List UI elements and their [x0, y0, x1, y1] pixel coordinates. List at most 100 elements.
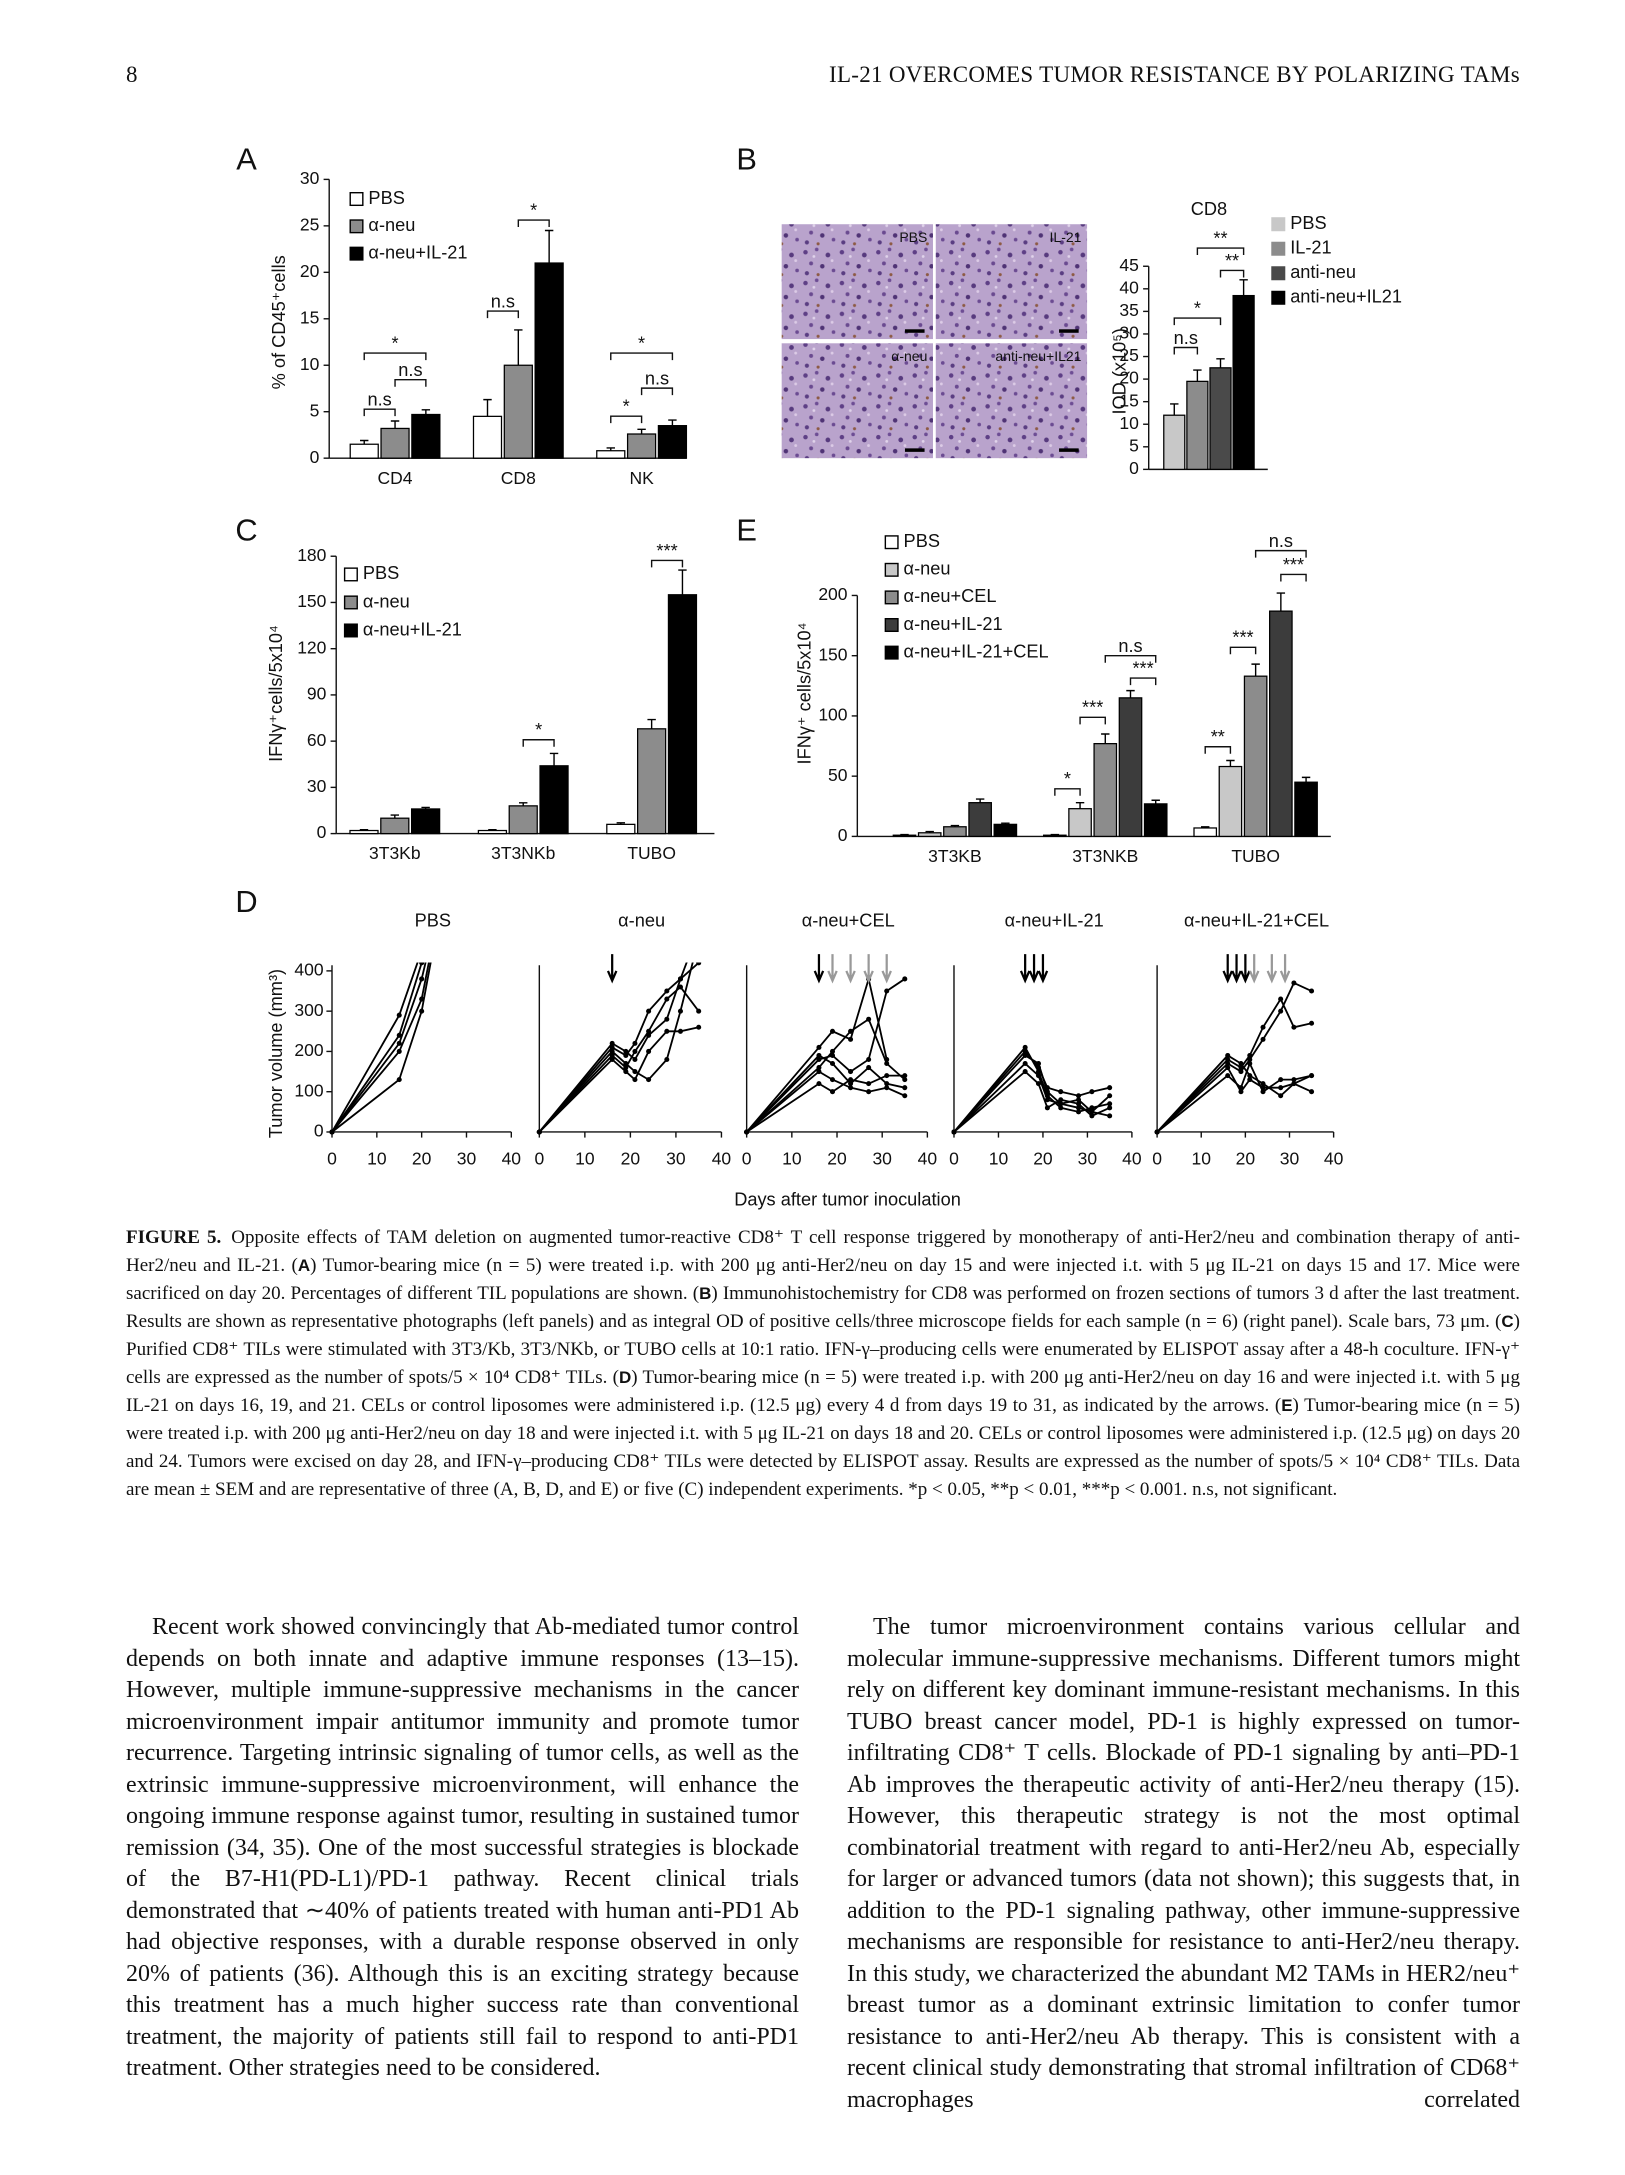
bar — [1209, 367, 1232, 471]
error-bar — [544, 229, 554, 264]
significance-bracket — [517, 219, 550, 228]
y-tick-label: 20 — [300, 261, 320, 281]
y-tick-label: 40 — [1119, 277, 1139, 297]
bar — [1043, 834, 1067, 838]
bar — [380, 817, 410, 835]
y-tick-label: 10 — [300, 354, 320, 374]
error-bar — [359, 829, 369, 831]
caption-label: FIGURE 5. — [126, 1227, 222, 1248]
tumor-growth-line — [538, 962, 688, 1133]
y-tick-label: 5 — [310, 400, 320, 420]
y-tick-label: 25 — [1119, 345, 1138, 365]
legend-label: PBS — [1290, 213, 1326, 233]
legend-label: α-neu+IL-21 — [368, 242, 467, 262]
legend-label: α-neu+CEL — [904, 586, 997, 606]
bar — [1218, 765, 1243, 838]
micrographs — [781, 224, 1088, 459]
bar — [1093, 743, 1118, 838]
y-tick-label: 200 — [818, 584, 847, 604]
micrograph-label: anti-neu+IL21 — [995, 348, 1081, 364]
data-point — [696, 936, 701, 941]
legend-swatch — [349, 192, 364, 207]
x-tick-label: 3T3Kb — [369, 843, 421, 863]
error-bar — [514, 329, 523, 366]
bar — [596, 450, 626, 459]
x-tick-label: 30 — [457, 1149, 477, 1169]
y-tick-label: 45 — [1119, 255, 1138, 275]
treatment-arrow — [1248, 954, 1260, 984]
error-bar — [647, 718, 656, 729]
significance-label: ** — [1225, 251, 1239, 271]
error-bar — [1050, 833, 1060, 836]
error-bar — [900, 833, 909, 836]
treatment-arrow — [606, 954, 618, 984]
y-tick-label: 100 — [294, 1080, 323, 1100]
legend-label: PBS — [363, 563, 399, 583]
panel-label: A — [236, 141, 257, 176]
data-point — [419, 948, 424, 953]
x-tick-label: 0 — [327, 1149, 337, 1169]
treatment-arrow — [1037, 954, 1049, 984]
error-bar — [1216, 358, 1225, 368]
bar — [1163, 414, 1186, 471]
tumor-growth-line — [1156, 1061, 1312, 1133]
error-bar — [360, 439, 369, 445]
bar — [943, 826, 967, 838]
error-bar — [549, 752, 559, 766]
significance-label: n.s — [1174, 328, 1198, 348]
tumor-growth-line — [331, 962, 419, 1133]
tumor-growth-line — [953, 1062, 1110, 1133]
significance-bracket — [1204, 746, 1232, 754]
bar — [606, 823, 636, 835]
error-bar — [1301, 776, 1311, 783]
y-tick-label: 15 — [1119, 390, 1138, 410]
micrograph — [781, 343, 933, 459]
caption-panel-ref: B — [699, 1284, 712, 1303]
error-bar — [1276, 592, 1286, 612]
significance-bracket — [363, 408, 396, 417]
y-tick-label: 30 — [307, 776, 327, 796]
legend-label: α-neu+IL-21 — [904, 614, 1003, 634]
bar — [1143, 803, 1168, 838]
data-point — [696, 928, 701, 933]
x-tick-label: 20 — [621, 1149, 641, 1169]
treatment-arrow — [1266, 954, 1278, 984]
caption-text: ) Tumor-bearing mice (n = 5) were treate… — [126, 1367, 1520, 1416]
error-bar — [1251, 663, 1260, 677]
panel-title: α-neu — [618, 911, 665, 931]
error-bar — [1239, 279, 1248, 296]
significance-label: n.s — [491, 291, 515, 311]
y-axis-label: % of CD45⁺cells — [269, 255, 289, 389]
y-tick-label: 120 — [297, 637, 326, 657]
significance-label: n.s — [1118, 636, 1142, 656]
legend-swatch — [343, 595, 358, 610]
treatment-arrow — [1222, 954, 1233, 984]
x-tick-label: 40 — [502, 1149, 522, 1169]
bar — [349, 443, 379, 459]
error-bar — [390, 814, 400, 819]
x-tick-label: 10 — [575, 1149, 595, 1169]
panel-label: C — [235, 513, 257, 548]
legend-label: α-neu — [363, 591, 410, 611]
caption-text: Opposite effects of TAM deletion on augm… — [126, 1227, 1520, 1276]
x-tick-label: 20 — [827, 1149, 847, 1169]
x-tick-label: 0 — [949, 1149, 959, 1169]
legend-swatch — [1271, 266, 1286, 281]
panel-title: PBS — [415, 911, 451, 931]
significance-label: *** — [1283, 555, 1304, 575]
y-tick-label: 180 — [297, 545, 326, 565]
tumor-growth-line — [1156, 981, 1312, 1133]
bar — [1193, 827, 1218, 838]
data-point — [433, 936, 438, 941]
y-tick-label: 30 — [300, 168, 320, 188]
error-bar — [975, 798, 985, 803]
significance-label: *** — [656, 541, 677, 561]
scale-bar — [904, 329, 925, 333]
scale-bar — [1059, 329, 1079, 333]
bar — [1269, 610, 1293, 838]
scale-bar — [904, 448, 925, 452]
error-bar — [668, 419, 677, 426]
significance-label: * — [391, 334, 398, 354]
caption-panel-ref: A — [297, 1256, 311, 1275]
